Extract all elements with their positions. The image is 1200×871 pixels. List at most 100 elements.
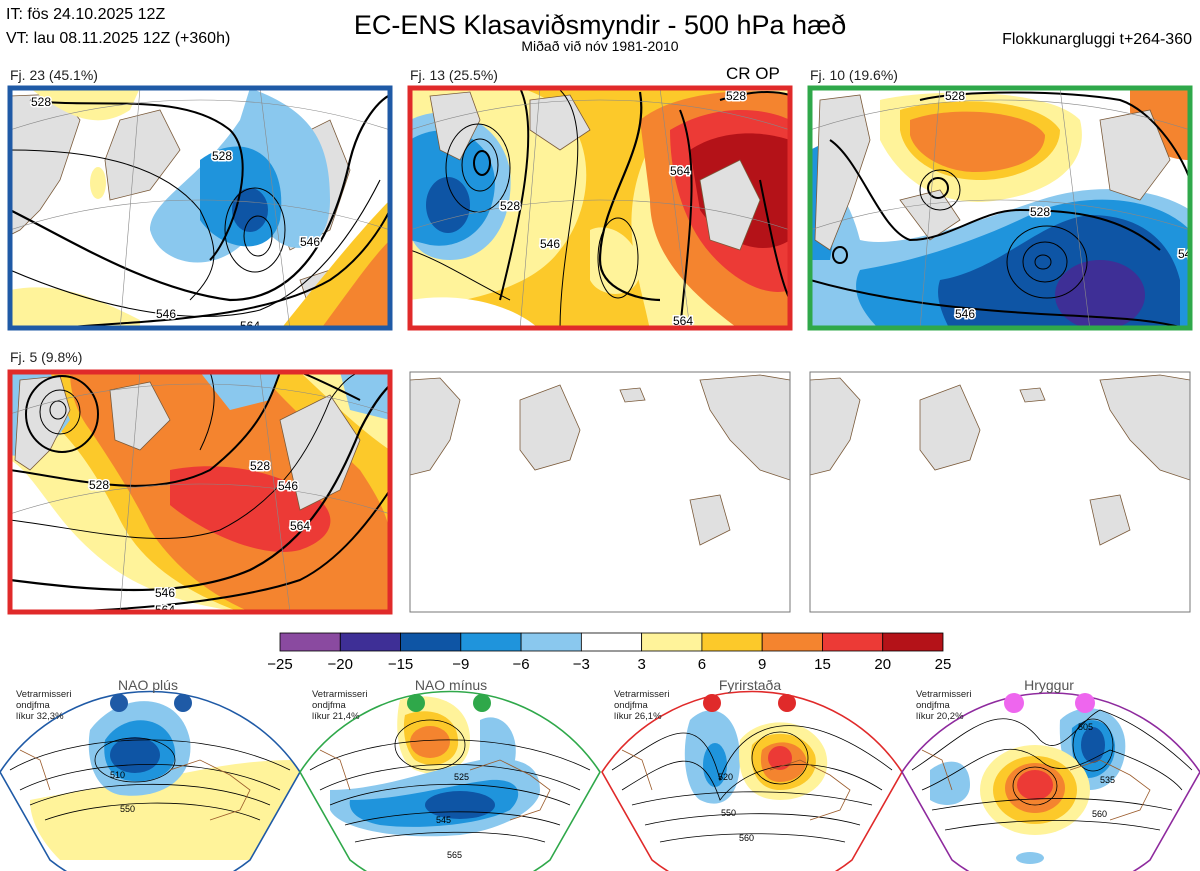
graticule bbox=[10, 88, 390, 328]
empty-map-5 bbox=[410, 372, 790, 612]
contour-label: 550 bbox=[120, 804, 135, 814]
contour-label: 546 bbox=[155, 586, 175, 600]
graticule bbox=[810, 88, 1190, 328]
colorbar-tick-label: 20 bbox=[874, 656, 891, 673]
colorbar-bin bbox=[761, 632, 823, 652]
colorbar-tick-label: −9 bbox=[452, 656, 469, 673]
contour-label: 546 bbox=[156, 307, 176, 321]
colorbar-bin bbox=[400, 632, 462, 652]
colorbar: −25 −20 −15 −9 −6 −3 3 6 9 15 20 25 bbox=[267, 632, 952, 673]
height-contours bbox=[810, 91, 1190, 328]
regime-name: NAO mínus bbox=[415, 677, 487, 693]
cluster-map-3: 528 528 546 546 bbox=[810, 88, 1198, 328]
init-time: IT: fös 24.10.2025 12Z bbox=[6, 6, 166, 23]
height-contours bbox=[10, 94, 390, 328]
regime-info-line: ondjfma bbox=[16, 700, 51, 711]
height-contours bbox=[10, 372, 390, 612]
regime-info-line: Vetrarmisseri bbox=[916, 689, 971, 700]
contour-label: 565 bbox=[447, 850, 462, 860]
colorbar-tick-label: 3 bbox=[637, 656, 645, 673]
control-op-badge: CR OP bbox=[726, 64, 780, 83]
valid-time: VT: lau 08.11.2025 12Z (+360h) bbox=[6, 30, 231, 47]
page-title: EC-ENS Klasaviðsmyndir - 500 hPa hæð bbox=[353, 10, 847, 40]
contour-label: 546 bbox=[540, 237, 560, 251]
contour-label: 528 bbox=[89, 478, 109, 492]
colorbar-bin bbox=[279, 632, 341, 652]
contour-label: 528 bbox=[726, 89, 746, 103]
regime-dot bbox=[1004, 693, 1024, 713]
contour-label: 528 bbox=[1030, 205, 1050, 219]
colorbar-bin bbox=[520, 632, 582, 652]
contour-label: 528 bbox=[945, 89, 965, 103]
panel-label-4: Fj. 5 (9.8%) bbox=[10, 349, 83, 365]
regime-info-line: líkur 26,1% bbox=[614, 711, 662, 722]
colorbar-tick-label: −25 bbox=[267, 656, 292, 673]
regime-dot bbox=[407, 694, 425, 712]
contour-label: 550 bbox=[721, 808, 736, 818]
colorbar-tick-label: −20 bbox=[328, 656, 353, 673]
colorbar-bin bbox=[701, 632, 763, 652]
regime-dot bbox=[174, 694, 192, 712]
regime-ridge: Hryggur Vetrarmisseri ondjfma líkur 20,2… bbox=[901, 677, 1200, 871]
contour-label: 510 bbox=[110, 770, 125, 780]
regime-info-line: Vetrarmisseri bbox=[312, 689, 367, 700]
contour-label: 505 bbox=[1078, 722, 1093, 732]
contour-label: 535 bbox=[1100, 775, 1115, 785]
panel-label-1: Fj. 23 (45.1%) bbox=[10, 67, 98, 83]
map-frame-6 bbox=[809, 371, 1191, 613]
colorbar-tick-label: 25 bbox=[935, 656, 952, 673]
colorbar-bin bbox=[460, 632, 522, 652]
empty-map-6 bbox=[810, 372, 1190, 612]
regime-blocking: Fyrirstaða Vetrarmisseri ondjfma líkur 2… bbox=[601, 677, 903, 871]
cluster-map-1: 528 546 564 546 528 bbox=[10, 88, 390, 328]
regime-info-line: Vetrarmisseri bbox=[16, 689, 71, 700]
land-masses bbox=[410, 374, 790, 546]
page-subtitle: Miðað við nóv 1981-2010 bbox=[521, 38, 679, 54]
graticule bbox=[10, 372, 390, 612]
cluster-frame-3 bbox=[807, 85, 1193, 331]
contour-label: 525 bbox=[454, 772, 469, 782]
classification-window: Flokkunargluggi t+264-360 bbox=[1002, 31, 1192, 48]
regime-info-line: Vetrarmisseri bbox=[614, 689, 669, 700]
panel-label-3: Fj. 10 (19.6%) bbox=[810, 67, 898, 83]
land-masses bbox=[810, 374, 1190, 546]
regime-dot bbox=[703, 694, 721, 712]
regime-name: Fyrirstaða bbox=[719, 677, 781, 693]
colorbar-tick-label: −15 bbox=[388, 656, 413, 673]
contour-label: 546 bbox=[278, 479, 298, 493]
colorbar-bin bbox=[641, 632, 703, 652]
contour-label: 545 bbox=[436, 815, 451, 825]
contour-label: 546 bbox=[300, 235, 320, 249]
regime-dot bbox=[1075, 693, 1095, 713]
regime-nao-plus: NAO plús Vetrarmisseri ondjfma líkur 32,… bbox=[0, 677, 301, 871]
contour-label: 560 bbox=[1092, 809, 1107, 819]
panel-label-2: Fj. 13 (25.5%) bbox=[410, 67, 498, 83]
regime-dot bbox=[110, 694, 128, 712]
land-masses bbox=[429, 91, 761, 251]
regime-info-line: ondjfma bbox=[614, 700, 649, 711]
regime-info-line: ondjfma bbox=[916, 700, 951, 711]
regime-dot bbox=[778, 694, 796, 712]
regime-nao-minus: NAO mínus Vetrarmisseri ondjfma líkur 21… bbox=[299, 677, 601, 871]
colorbar-bin bbox=[580, 632, 643, 652]
map-frame-5 bbox=[409, 371, 791, 613]
contour-label: 564 bbox=[673, 314, 693, 328]
cluster-frame-2 bbox=[407, 85, 793, 331]
cluster-frame-1 bbox=[7, 85, 393, 331]
contour-label: 560 bbox=[739, 833, 754, 843]
colorbar-bin bbox=[339, 632, 401, 652]
cluster-frame-4 bbox=[7, 369, 393, 615]
contour-label: 520 bbox=[718, 772, 733, 782]
regime-dot bbox=[473, 694, 491, 712]
regime-info-line: líkur 32,3% bbox=[16, 711, 64, 722]
regime-name: NAO plús bbox=[118, 677, 178, 693]
regime-info-line: ondjfma bbox=[312, 700, 347, 711]
graticule bbox=[410, 88, 790, 328]
colorbar-tick-label: 15 bbox=[814, 656, 831, 673]
contour-label: 546 bbox=[1178, 247, 1198, 261]
regime-info-line: líkur 20,2% bbox=[916, 711, 964, 722]
contour-label: 528 bbox=[31, 95, 51, 109]
contour-label: 546 bbox=[955, 307, 975, 321]
contour-label: 564 bbox=[290, 519, 310, 533]
